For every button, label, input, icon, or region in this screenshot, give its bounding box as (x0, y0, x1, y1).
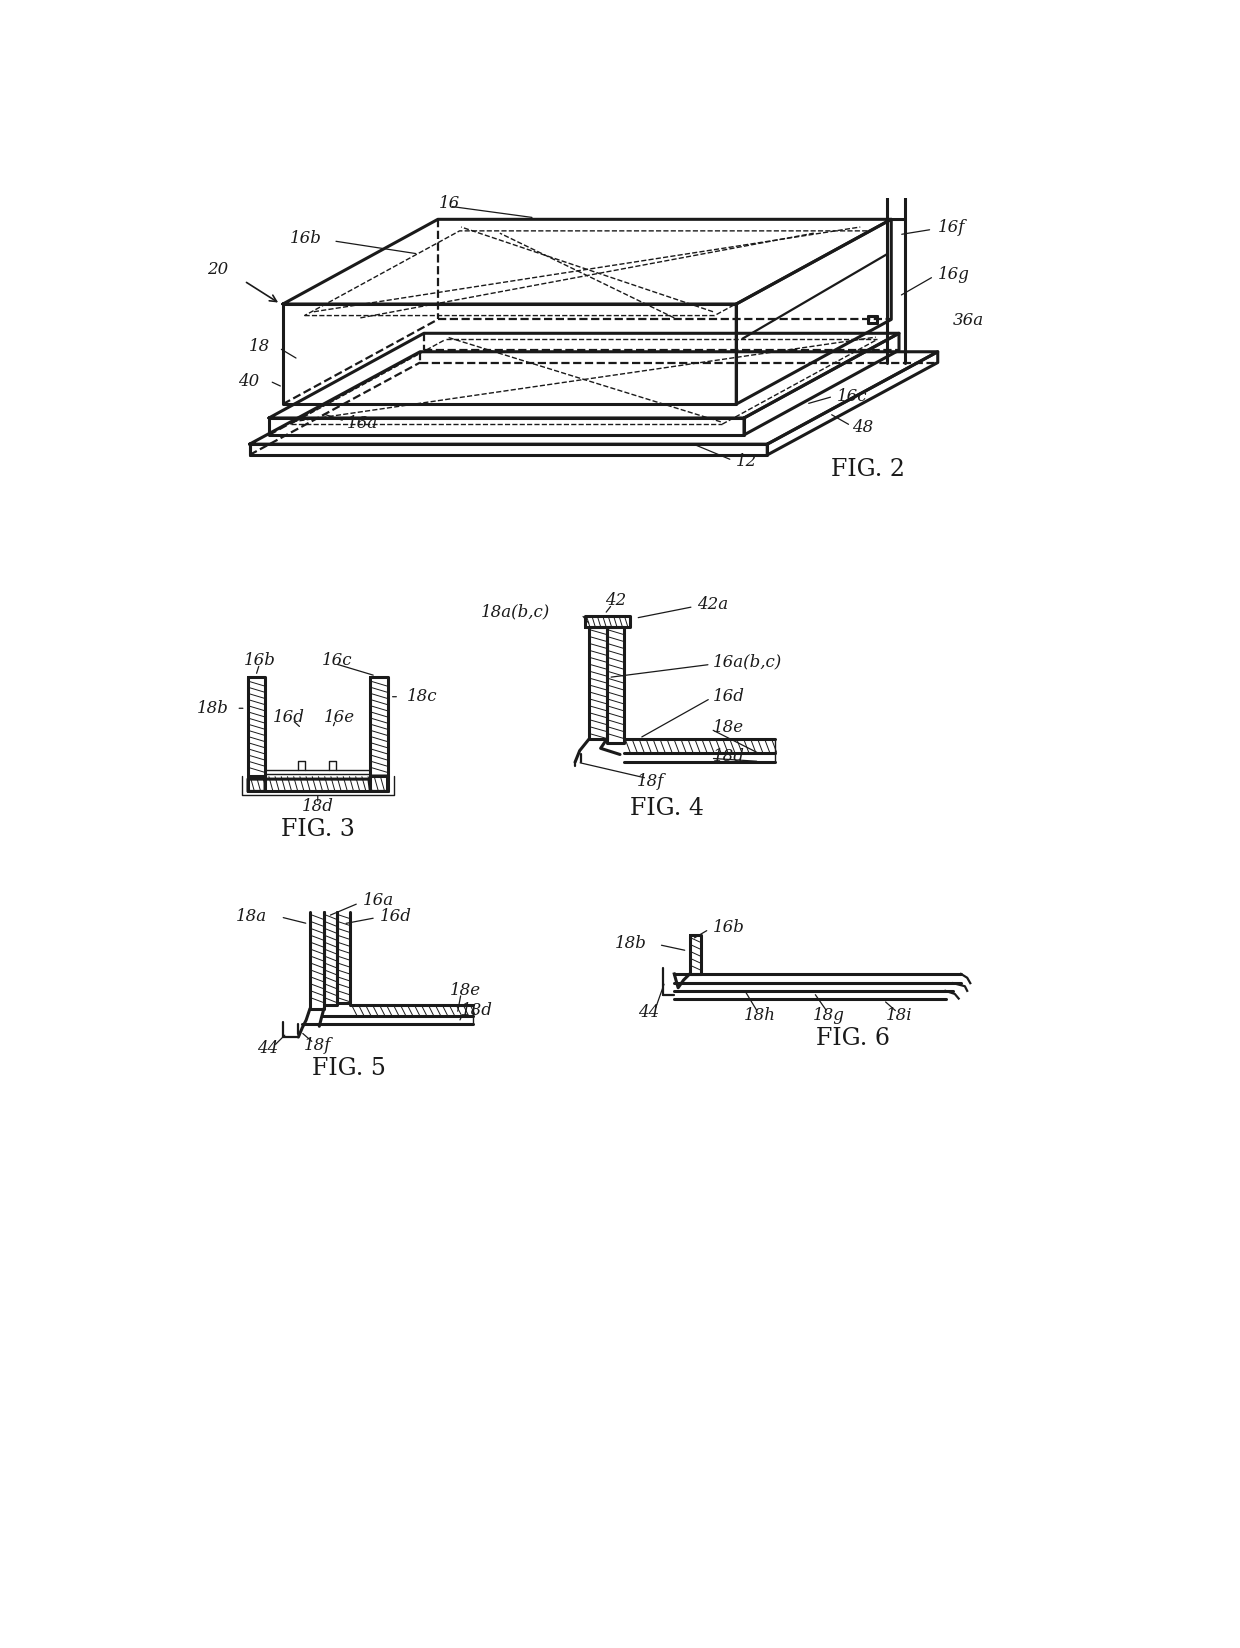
Text: 16c: 16c (322, 653, 352, 669)
Text: 16d: 16d (273, 709, 304, 727)
Text: 42: 42 (605, 592, 626, 610)
Text: 18b: 18b (197, 700, 228, 717)
Text: FIG. 2: FIG. 2 (831, 458, 905, 481)
Text: 18d: 18d (713, 748, 745, 765)
Text: 16b: 16b (290, 231, 321, 247)
Text: 16e: 16e (324, 709, 355, 727)
Text: 44: 44 (257, 1040, 278, 1056)
Text: 16a: 16a (363, 892, 394, 910)
Text: 42a: 42a (697, 597, 729, 613)
Text: 18i: 18i (885, 1007, 913, 1023)
Text: 36a: 36a (954, 313, 985, 330)
Text: 48: 48 (853, 419, 874, 435)
Text: 16f: 16f (937, 219, 965, 236)
Text: 18g: 18g (813, 1007, 846, 1023)
Text: 18b: 18b (615, 934, 647, 951)
Text: 40: 40 (238, 372, 259, 389)
Text: 16b: 16b (713, 920, 745, 936)
Text: 16: 16 (439, 196, 460, 213)
Text: 18e: 18e (449, 982, 481, 999)
Text: 18a: 18a (237, 908, 268, 925)
Text: 18e: 18e (713, 719, 744, 737)
Text: FIG. 6: FIG. 6 (816, 1027, 889, 1050)
Text: 18d: 18d (461, 1002, 494, 1018)
Text: 18d: 18d (301, 798, 334, 816)
Text: FIG. 4: FIG. 4 (630, 798, 703, 819)
Text: 12: 12 (737, 453, 758, 470)
Text: 18a(b,c): 18a(b,c) (481, 603, 551, 621)
Text: 16d: 16d (379, 908, 412, 925)
Text: FIG. 5: FIG. 5 (311, 1056, 386, 1079)
Text: 18h: 18h (744, 1007, 775, 1023)
Text: 16d: 16d (713, 689, 745, 705)
Text: 18f: 18f (637, 773, 665, 789)
Text: 16a: 16a (347, 415, 378, 432)
Text: FIG. 3: FIG. 3 (280, 819, 355, 842)
Text: 16a(b,c): 16a(b,c) (713, 654, 782, 671)
Text: 18c: 18c (407, 689, 438, 705)
Text: 18: 18 (248, 338, 270, 354)
Text: 20: 20 (207, 260, 228, 279)
Text: 16b: 16b (244, 653, 275, 669)
Text: 18f: 18f (304, 1037, 331, 1055)
Text: 16g: 16g (937, 267, 970, 283)
Text: 16c: 16c (837, 387, 868, 405)
Text: 44: 44 (639, 1004, 660, 1020)
